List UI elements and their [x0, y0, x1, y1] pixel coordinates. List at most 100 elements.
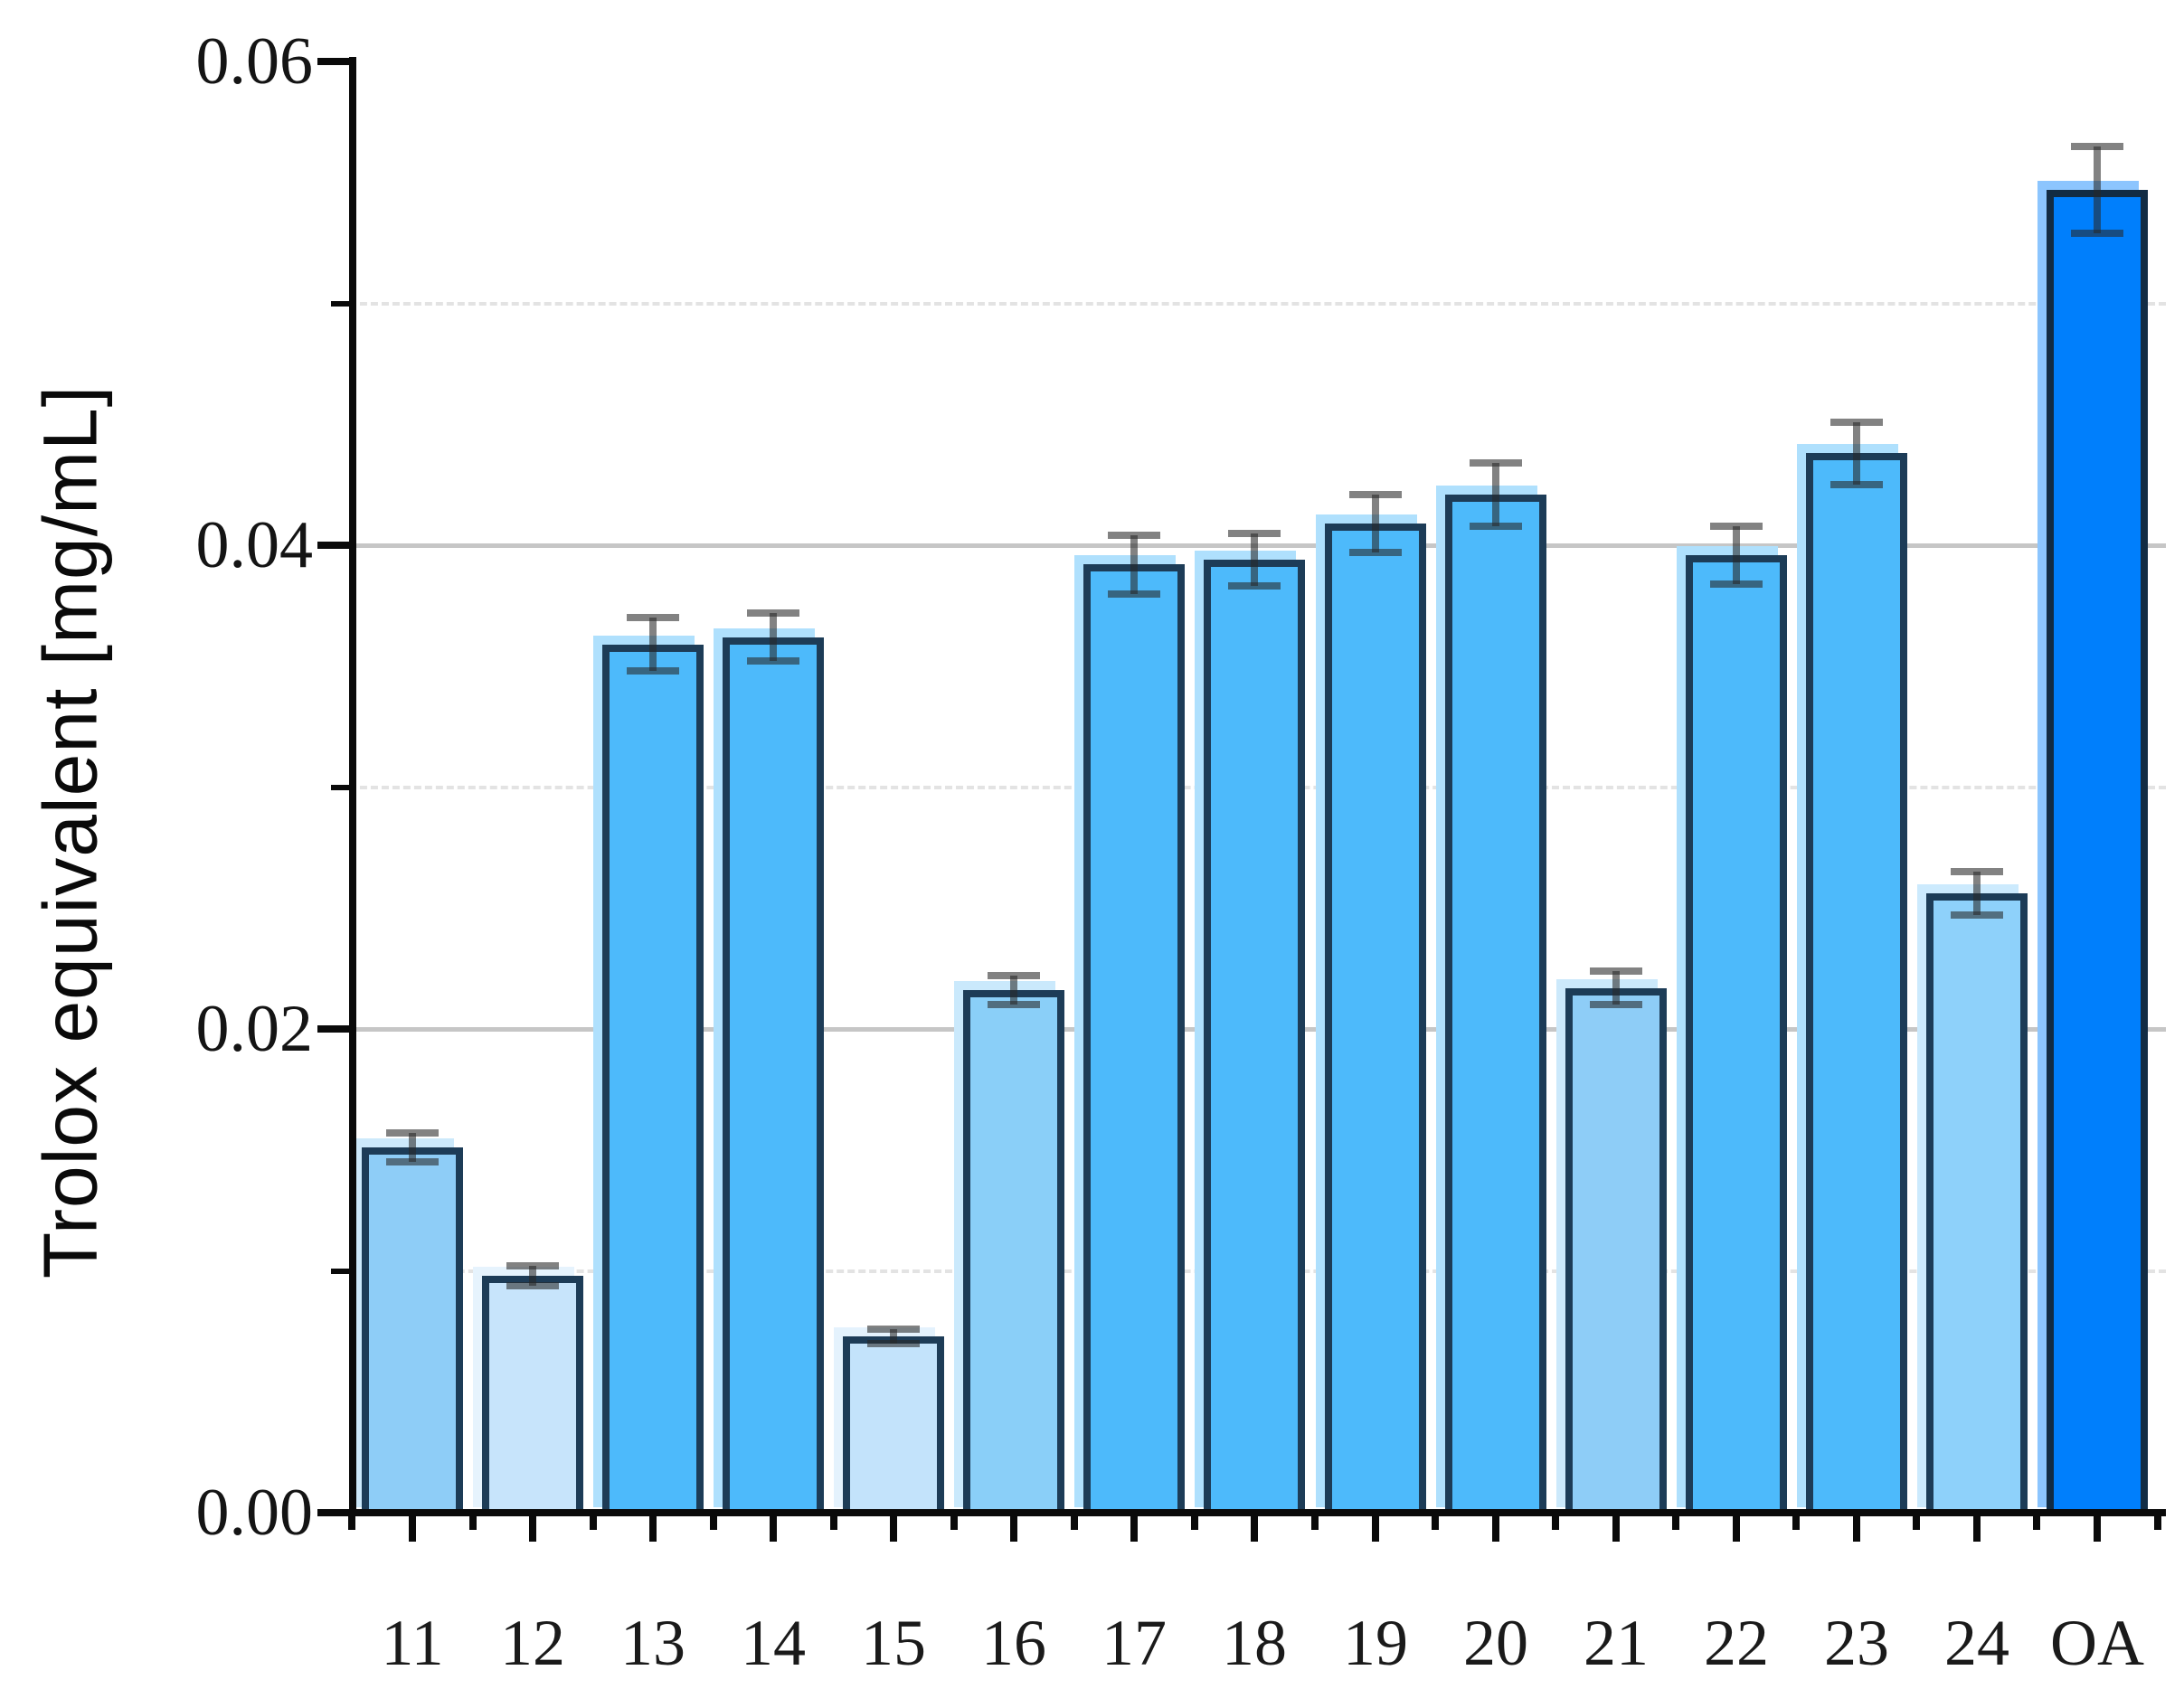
bar-14: [723, 637, 824, 1516]
y-major-tick-0.06: [317, 58, 349, 65]
error-bar-19-top-cap: [1349, 491, 1402, 498]
error-bar-11-bottom-cap: [386, 1158, 439, 1165]
bar-23: [1806, 453, 1907, 1516]
x-tick-label-24: 24: [1944, 1607, 2009, 1679]
y-axis-line: [349, 57, 356, 1516]
error-bar-18-top-cap: [1228, 530, 1281, 537]
bar-18: [1204, 560, 1305, 1516]
error-bar-22-bottom-cap: [1710, 580, 1763, 588]
x-major-tick-19: [1372, 1516, 1379, 1542]
x-minor-tick-6: [1071, 1516, 1078, 1530]
error-bar-22-top-cap: [1710, 523, 1763, 530]
error-bar-17-top-cap: [1108, 532, 1160, 539]
error-bar-21-bottom-cap: [1590, 1001, 1642, 1008]
x-major-tick-24: [1973, 1516, 1981, 1542]
error-bar-20-bottom-cap: [1470, 523, 1522, 530]
error-bar-15-stem: [890, 1329, 897, 1344]
x-minor-tick-12: [1792, 1516, 1800, 1530]
error-bar-14-bottom-cap: [747, 657, 799, 665]
x-minor-tick-5: [950, 1516, 958, 1530]
error-bar-24-top-cap: [1951, 868, 2003, 875]
x-tick-label-14: 14: [741, 1607, 806, 1679]
error-bar-24-stem: [1973, 872, 1981, 915]
x-tick-label-12: 12: [500, 1607, 565, 1679]
bar-15: [843, 1336, 944, 1516]
bar-20: [1445, 495, 1546, 1516]
error-bar-18-bottom-cap: [1228, 582, 1281, 590]
y-major-tick-0.02: [317, 1025, 349, 1033]
x-minor-tick-14: [2033, 1516, 2040, 1530]
x-major-tick-22: [1733, 1516, 1740, 1542]
x-major-tick-17: [1130, 1516, 1138, 1542]
error-bar-18-stem: [1251, 533, 1258, 586]
y-tick-label-0.04: 0.04: [195, 508, 314, 582]
error-bar-12-top-cap: [506, 1262, 559, 1269]
error-bar-23-stem: [1853, 422, 1860, 485]
error-bar-15-bottom-cap: [867, 1340, 920, 1347]
x-minor-tick-3: [710, 1516, 717, 1530]
x-minor-tick-9: [1432, 1516, 1439, 1530]
x-major-tick-18: [1251, 1516, 1258, 1542]
x-minor-tick-13: [1913, 1516, 1920, 1530]
error-bar-22-stem: [1733, 526, 1740, 584]
error-bar-OA-stem: [2094, 146, 2101, 233]
y-minor-tick-0.01: [331, 1269, 349, 1274]
y-major-tick-0.04: [317, 542, 349, 549]
bar-12: [482, 1276, 583, 1516]
y-minor-tick-0.05: [331, 301, 349, 307]
bar-21: [1565, 988, 1667, 1516]
bar-19: [1325, 524, 1426, 1516]
x-tick-label-OA: OA: [2050, 1607, 2144, 1679]
error-bar-13-top-cap: [627, 614, 679, 621]
y-tick-label-0.02: 0.02: [195, 992, 314, 1066]
error-bar-14-stem: [770, 613, 777, 661]
error-bar-20-stem: [1492, 463, 1499, 526]
error-bar-13-stem: [649, 618, 657, 671]
x-tick-label-20: 20: [1463, 1607, 1528, 1679]
error-bar-OA-top-cap: [2071, 143, 2123, 150]
y-minor-tick-0.03: [331, 785, 349, 790]
x-tick-label-13: 13: [620, 1607, 685, 1679]
x-tick-label-11: 11: [381, 1607, 444, 1679]
error-bar-21-top-cap: [1590, 967, 1642, 975]
error-bar-15-top-cap: [867, 1326, 920, 1333]
x-minor-tick-1: [469, 1516, 477, 1530]
bar-22: [1686, 555, 1787, 1516]
error-bar-21-stem: [1612, 971, 1620, 1005]
error-bar-23-top-cap: [1830, 419, 1883, 426]
error-bar-16-stem: [1010, 976, 1017, 1005]
bar-17: [1083, 564, 1185, 1516]
error-bar-OA-bottom-cap: [2071, 230, 2123, 237]
x-major-tick-14: [770, 1516, 777, 1542]
bar-24: [1926, 893, 2028, 1516]
error-bar-12-stem: [529, 1266, 536, 1286]
x-major-tick-12: [529, 1516, 536, 1542]
bar-11: [362, 1147, 463, 1516]
x-minor-tick-10: [1552, 1516, 1559, 1530]
error-bar-20-top-cap: [1470, 459, 1522, 467]
x-minor-tick-4: [830, 1516, 837, 1530]
error-bar-17-bottom-cap: [1108, 590, 1160, 598]
x-major-tick-11: [409, 1516, 416, 1542]
x-minor-tick-15: [2154, 1516, 2161, 1530]
x-tick-label-22: 22: [1704, 1607, 1769, 1679]
x-tick-label-17: 17: [1101, 1607, 1167, 1679]
x-minor-tick-8: [1311, 1516, 1319, 1530]
x-minor-tick-0: [348, 1516, 355, 1530]
x-major-tick-13: [649, 1516, 657, 1542]
x-major-tick-21: [1612, 1516, 1620, 1542]
x-tick-label-23: 23: [1824, 1607, 1889, 1679]
x-tick-label-18: 18: [1222, 1607, 1287, 1679]
error-bar-11-top-cap: [386, 1129, 439, 1137]
error-bar-24-bottom-cap: [1951, 911, 2003, 919]
x-minor-tick-7: [1191, 1516, 1198, 1530]
x-major-tick-OA: [2094, 1516, 2101, 1542]
y-major-tick-0.00: [317, 1509, 349, 1516]
x-tick-label-19: 19: [1343, 1607, 1408, 1679]
y-tick-label-0.00: 0.00: [195, 1476, 314, 1550]
x-minor-tick-2: [590, 1516, 597, 1530]
error-bar-13-bottom-cap: [627, 667, 679, 675]
error-bar-11-stem: [409, 1133, 416, 1162]
bar-OA: [2047, 190, 2148, 1516]
